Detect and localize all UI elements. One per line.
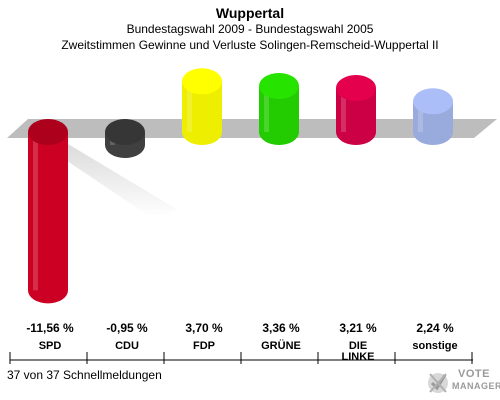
category-label-spd: SPD (39, 340, 62, 352)
category-label-gr-ne: GRÜNE (261, 339, 301, 352)
chart-subtitle: Bundestagswahl 2009 - Bundestagswahl 200… (126, 22, 374, 36)
vote-manager-logo (428, 373, 448, 393)
chart-title: Wuppertal (215, 5, 285, 21)
bar-fdp (182, 68, 222, 145)
bar-sonstige (413, 88, 453, 145)
bar-shadow (33, 138, 178, 218)
value-label-sonstige: 2,24 % (416, 321, 454, 335)
category-label-sonstige: sonstige (412, 340, 457, 352)
value-label-die-linke: 3,21 % (339, 321, 377, 335)
logo-text-manager: MANAGER (452, 381, 500, 391)
category-label-cdu: CDU (115, 340, 139, 352)
value-label-gr-ne: 3,36 % (262, 321, 300, 335)
footer-text: 37 von 37 Schnellmeldungen (7, 368, 162, 382)
category-label-fdp: FDP (193, 340, 215, 352)
bar-gr-ne (259, 72, 299, 145)
check-icon (428, 373, 448, 393)
logo-text-vote: VOTE (458, 368, 490, 380)
value-label-cdu: -0,95 % (106, 321, 148, 335)
bar-die-linke (336, 75, 376, 145)
bar-spd (28, 119, 68, 304)
value-label-spd: -11,56 % (26, 321, 74, 335)
chart-subtitle-2: Zweitstimmen Gewinne und Verluste Soling… (61, 38, 439, 52)
value-label-fdp: 3,70 % (185, 321, 223, 335)
bar-cdu (105, 119, 145, 159)
